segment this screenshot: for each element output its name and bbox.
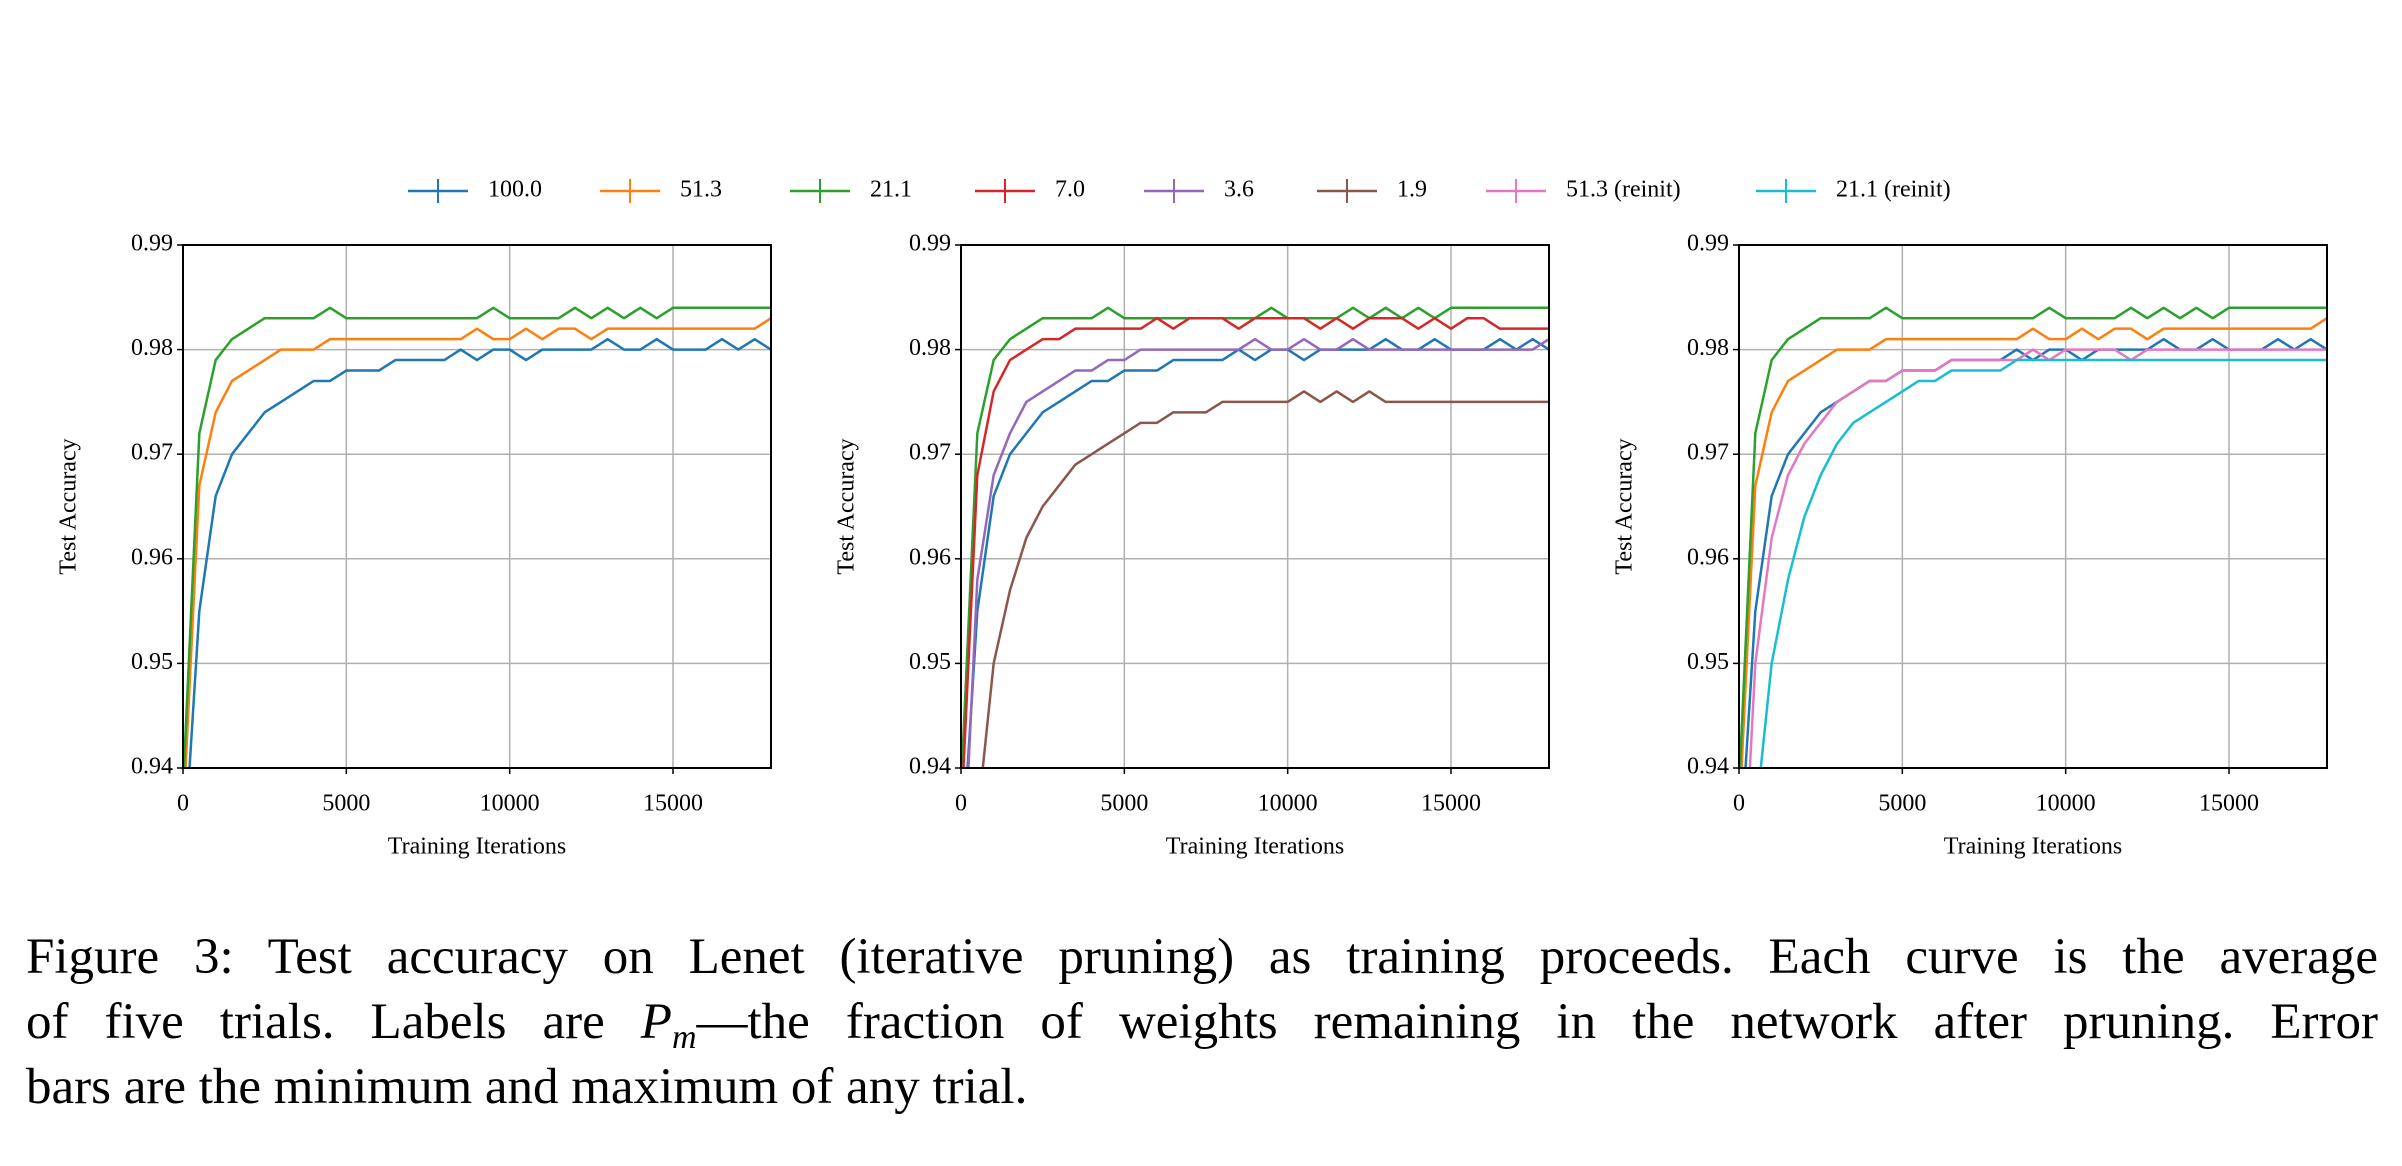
y-tick-label: 0.96	[909, 544, 951, 570]
x-axis-label: Training Iterations	[1944, 834, 2122, 860]
x-tick-label: 15000	[1421, 791, 1481, 817]
y-tick-label: 0.95	[1687, 649, 1729, 675]
legend-label: 1.9	[1397, 177, 1427, 203]
y-tick-label: 0.94	[131, 754, 173, 780]
y-tick-label: 0.99	[1687, 231, 1729, 257]
y-tick-label: 0.98	[909, 335, 951, 361]
axes-frame	[960, 244, 1550, 769]
legend-label: 100.0	[488, 177, 542, 203]
legend-label: 7.0	[1055, 177, 1085, 203]
y-tick-label: 0.97	[909, 440, 951, 466]
y-tick-label: 0.97	[131, 440, 173, 466]
y-tick-label: 0.95	[909, 649, 951, 675]
legend-label: 51.3 (reinit)	[1566, 177, 1681, 203]
x-axis-label: Training Iterations	[1166, 834, 1344, 860]
y-tick-label: 0.99	[131, 231, 173, 257]
y-tick-label: 0.99	[909, 231, 951, 257]
y-tick-label: 0.94	[909, 754, 951, 780]
axes-frame	[182, 244, 772, 769]
series-line	[1739, 306, 2327, 768]
x-tick-label: 0	[1733, 791, 1745, 817]
caption-line: Figure 3: Test accuracy on Lenet (iterat…	[26, 929, 2378, 985]
series-line	[1759, 358, 2327, 768]
x-tick-label: 10000	[2036, 791, 2096, 817]
series-line	[961, 306, 1549, 768]
x-tick-label: 0	[955, 791, 967, 817]
series-line	[1748, 348, 2327, 768]
x-tick-label: 10000	[480, 791, 540, 817]
legend-label: 3.6	[1224, 177, 1254, 203]
caption-text: —the fraction of weights remaining in th…	[696, 994, 2378, 1050]
y-axis-label: Test Accuracy	[834, 438, 860, 574]
caption-subscript: m	[671, 1019, 697, 1056]
y-tick-label: 0.98	[131, 335, 173, 361]
y-axis-label: Test Accuracy	[1612, 438, 1638, 574]
x-tick-label: 15000	[2199, 791, 2259, 817]
y-tick-label: 0.95	[131, 649, 173, 675]
x-tick-label: 0	[177, 791, 189, 817]
x-tick-label: 5000	[1878, 791, 1926, 817]
series-line	[962, 316, 1549, 768]
x-tick-label: 5000	[1100, 791, 1148, 817]
series-line	[183, 306, 771, 768]
series-line	[981, 390, 1549, 768]
caption-line: of five trials. Labels are Pm—the fracti…	[26, 990, 2378, 1070]
y-tick-label: 0.96	[131, 544, 173, 570]
legend-label: 51.3	[680, 177, 722, 203]
x-tick-label: 5000	[322, 791, 370, 817]
figure: 0.94 0.95 0.96 0.97 0.98 0.99 0 5000 10000 15000 T…	[56, 177, 2328, 860]
series-line	[184, 317, 771, 768]
x-tick-label: 15000	[643, 791, 703, 817]
caption-symbol: P	[640, 994, 672, 1050]
y-tick-label: 0.94	[1687, 754, 1729, 780]
series-line	[967, 337, 1549, 768]
y-tick-label: 0.97	[1687, 440, 1729, 466]
series-line	[188, 337, 771, 768]
y-tick-label: 0.96	[1687, 544, 1729, 570]
legend-label: 21.1 (reinit)	[1836, 177, 1951, 203]
y-axis-label: Test Accuracy	[56, 438, 82, 574]
legend-label: 21.1	[870, 177, 912, 203]
x-axis-label: Training Iterations	[388, 834, 566, 860]
caption-text: of five trials. Labels are	[26, 994, 641, 1050]
x-tick-label: 10000	[1258, 791, 1318, 817]
series-line	[1740, 317, 2327, 768]
axes-frame	[1738, 244, 2328, 769]
y-tick-label: 0.98	[1687, 335, 1729, 361]
caption-line: bars are the minimum and maximum of any …	[26, 1059, 1028, 1115]
